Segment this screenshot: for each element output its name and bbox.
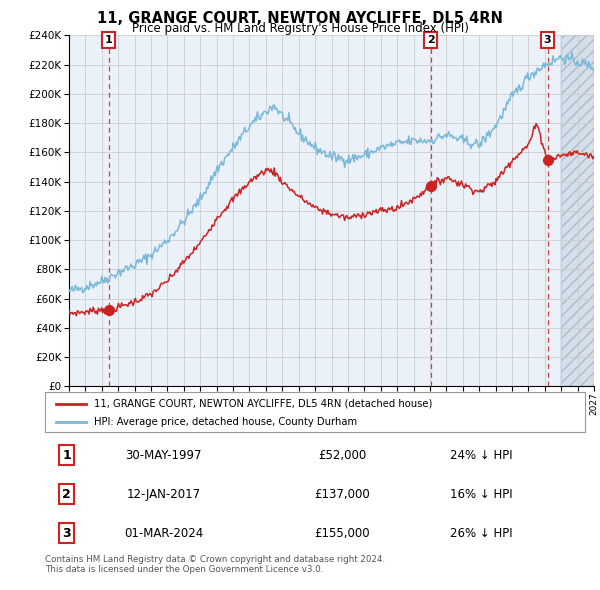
Bar	[561, 35, 594, 386]
Text: £137,000: £137,000	[314, 488, 370, 501]
Text: 01-MAR-2024: 01-MAR-2024	[124, 527, 203, 540]
Text: 3: 3	[62, 527, 71, 540]
Text: 1: 1	[105, 35, 113, 45]
Text: 3: 3	[544, 35, 551, 45]
Text: 26% ↓ HPI: 26% ↓ HPI	[450, 527, 512, 540]
Text: 1: 1	[62, 449, 71, 462]
Text: 2: 2	[62, 488, 71, 501]
Text: 24% ↓ HPI: 24% ↓ HPI	[450, 449, 512, 462]
Text: £155,000: £155,000	[314, 527, 370, 540]
Text: Price paid vs. HM Land Registry's House Price Index (HPI): Price paid vs. HM Land Registry's House …	[131, 22, 469, 35]
Text: Contains HM Land Registry data © Crown copyright and database right 2024.: Contains HM Land Registry data © Crown c…	[45, 555, 385, 563]
Text: 2: 2	[427, 35, 434, 45]
Text: 12-JAN-2017: 12-JAN-2017	[127, 488, 201, 501]
Text: 11, GRANGE COURT, NEWTON AYCLIFFE, DL5 4RN (detached house): 11, GRANGE COURT, NEWTON AYCLIFFE, DL5 4…	[94, 399, 432, 409]
Text: £52,000: £52,000	[318, 449, 366, 462]
Text: 16% ↓ HPI: 16% ↓ HPI	[450, 488, 512, 501]
Text: HPI: Average price, detached house, County Durham: HPI: Average price, detached house, Coun…	[94, 418, 357, 427]
Text: 11, GRANGE COURT, NEWTON AYCLIFFE, DL5 4RN: 11, GRANGE COURT, NEWTON AYCLIFFE, DL5 4…	[97, 11, 503, 25]
Text: This data is licensed under the Open Government Licence v3.0.: This data is licensed under the Open Gov…	[45, 565, 323, 574]
Text: 30-MAY-1997: 30-MAY-1997	[125, 449, 202, 462]
Bar	[561, 35, 594, 386]
